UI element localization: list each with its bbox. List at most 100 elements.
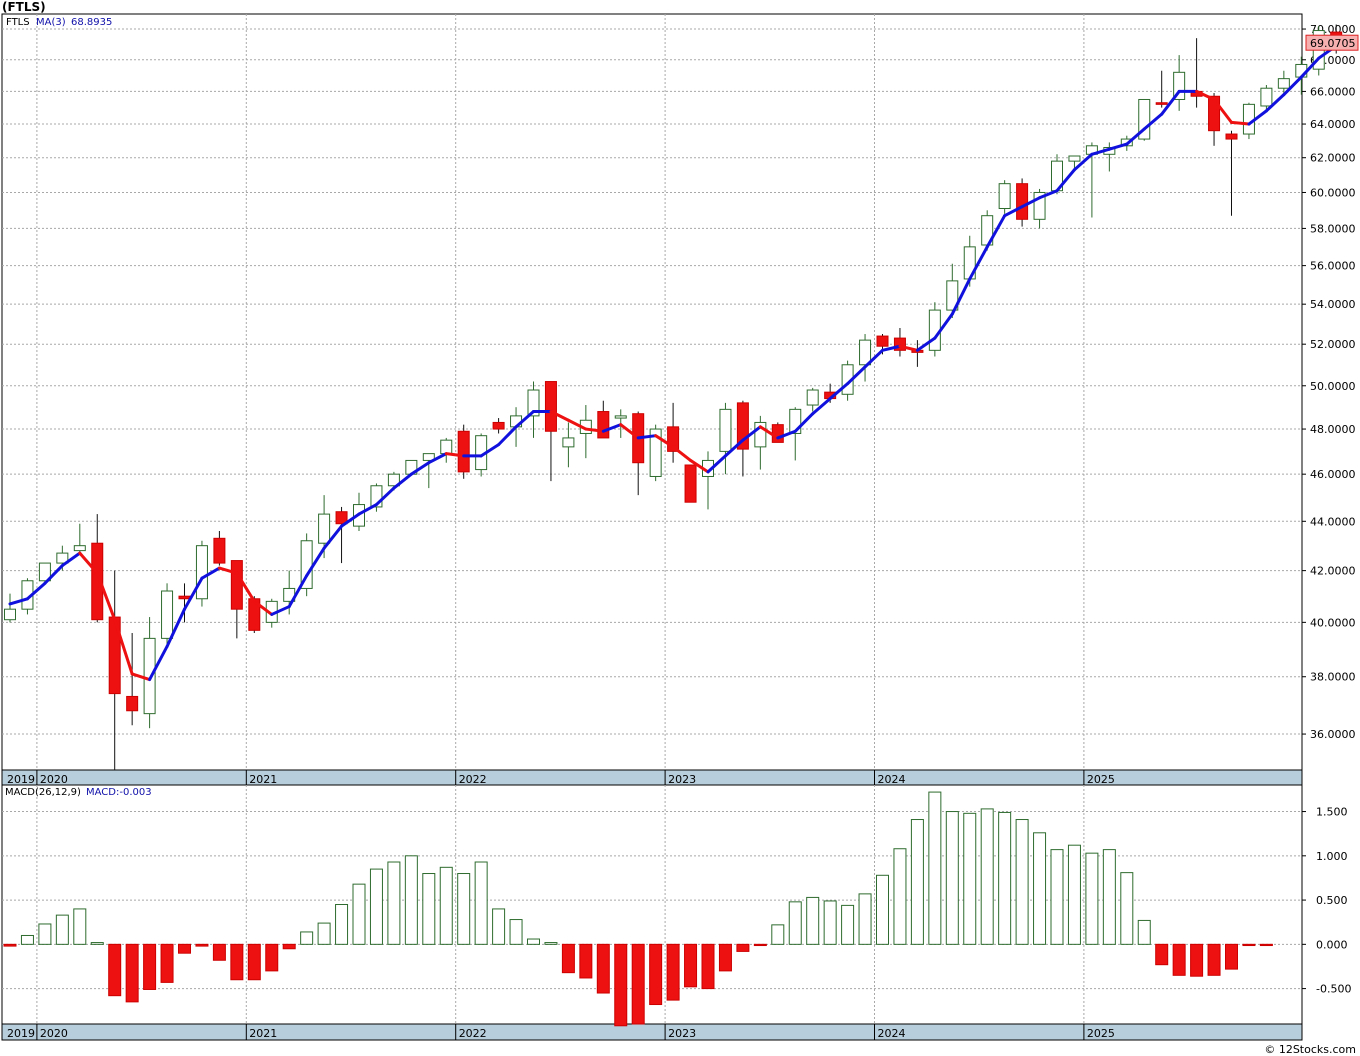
- ma-line-segment: [793, 412, 815, 433]
- macd-bar-positive: [300, 931, 314, 945]
- macd-bar-negative: [1172, 943, 1186, 976]
- macd-bar-positive: [404, 855, 418, 945]
- copyright-footer: © 12Stocks.com: [1264, 1043, 1356, 1056]
- candle-up: [527, 389, 540, 417]
- macd-bar-negative: [1242, 943, 1256, 947]
- candle-down: [213, 537, 226, 564]
- ma-line-segment: [881, 344, 902, 352]
- ma-line-segment: [898, 344, 919, 352]
- macd-bar-positive: [1085, 852, 1099, 945]
- candle-down: [667, 426, 680, 452]
- candle-down: [597, 411, 610, 439]
- macd-bar-negative: [1225, 943, 1238, 970]
- price-x-label: 2019: [7, 773, 35, 786]
- macd-bar-negative: [1190, 943, 1204, 977]
- macd-bar-positive: [1120, 872, 1134, 945]
- macd-bar-negative: [265, 943, 279, 972]
- macd-bar-positive: [910, 819, 924, 945]
- macd-bar-negative: [701, 943, 715, 990]
- macd-legend-name: MACD(26,12,9): [5, 787, 81, 798]
- ma-line-segment: [235, 571, 256, 603]
- candle-up: [38, 562, 51, 582]
- macd-bar-positive: [1015, 819, 1029, 945]
- price-y-label: 64.0000: [1310, 118, 1356, 131]
- macd-bar-negative: [230, 943, 244, 981]
- ma-line-segment: [671, 445, 693, 462]
- ma-line-segment: [758, 425, 780, 440]
- candle-down: [893, 337, 906, 351]
- macd-bar-positive: [90, 942, 104, 945]
- ma-line-segment: [252, 599, 274, 616]
- ma-line-segment: [1299, 56, 1321, 79]
- macd-bar-positive: [1033, 832, 1047, 945]
- price-legend-symbol: FTLS: [6, 17, 30, 28]
- macd-bar-positive: [1137, 919, 1151, 945]
- ma-line-segment: [409, 461, 431, 476]
- macd-bar-positive: [945, 811, 959, 945]
- ma-line-segment: [933, 312, 954, 340]
- ma-line-segment: [217, 566, 239, 575]
- macd-bar-positive: [474, 861, 488, 945]
- price-x-label: 2020: [40, 773, 68, 786]
- price-y-label: 54.0000: [1310, 298, 1356, 311]
- macd-y-label: 0.500: [1316, 894, 1348, 907]
- candle-down: [335, 511, 348, 525]
- macd-bar-negative: [143, 943, 157, 990]
- ma-line-segment: [811, 397, 832, 416]
- candle-down: [457, 430, 470, 473]
- candle-down: [544, 381, 557, 432]
- macd-bar-positive: [387, 861, 401, 945]
- candle-down: [1225, 133, 1238, 140]
- ma-line-segment: [1107, 142, 1129, 151]
- ma-line-segment: [1212, 97, 1233, 124]
- ma-line-segment: [1055, 168, 1076, 193]
- last-price-badge: [1305, 34, 1359, 51]
- macd-bar-positive: [527, 938, 540, 945]
- macd-bar-positive: [893, 848, 907, 945]
- price-y-label: 58.0000: [1310, 222, 1356, 235]
- macd-x-label: 2024: [878, 1027, 906, 1040]
- ma-line-segment: [1160, 89, 1181, 116]
- candle-up: [387, 473, 400, 487]
- ma-line-segment: [113, 618, 134, 676]
- candle-up: [1033, 191, 1046, 220]
- macd-bar-negative: [108, 943, 122, 997]
- candle-up: [73, 545, 86, 552]
- ma-line-segment: [479, 443, 501, 458]
- macd-bar-positive: [963, 812, 977, 945]
- ma-line-segment: [357, 503, 378, 516]
- price-y-label: 50.0000: [1310, 380, 1356, 393]
- ma-line-segment: [654, 434, 675, 449]
- price-y-label: 44.0000: [1310, 515, 1356, 528]
- candle-down: [1208, 95, 1221, 132]
- macd-bar-negative: [684, 943, 698, 988]
- ma-line-segment: [1090, 147, 1111, 156]
- candle-down: [178, 595, 191, 600]
- ma-line-segment: [689, 458, 710, 474]
- macd-bar-negative: [718, 943, 732, 972]
- macd-bar-positive: [998, 811, 1012, 945]
- macd-y-label: 1.000: [1316, 850, 1348, 863]
- ma-line-segment: [148, 644, 169, 682]
- ma-line-segment: [968, 245, 989, 281]
- ma-line-segment: [305, 546, 326, 578]
- candle-down: [1016, 183, 1029, 220]
- ma-line-segment: [1282, 75, 1303, 97]
- ma-line-segment: [322, 524, 344, 550]
- ma-line-segment: [392, 472, 413, 490]
- macd-x-label: 2020: [40, 1027, 68, 1040]
- candle-down: [126, 695, 139, 712]
- ma-line-segment: [741, 425, 762, 442]
- candle-up: [195, 545, 208, 600]
- macd-y-label: -0.500: [1316, 983, 1351, 996]
- ma-line-segment: [1125, 127, 1146, 146]
- macd-bar-negative: [1207, 943, 1221, 976]
- macd-bar-negative: [1155, 943, 1169, 966]
- macd-bar-negative: [561, 943, 575, 974]
- price-y-label: 40.0000: [1310, 616, 1356, 629]
- candle-up: [946, 280, 959, 311]
- macd-bar-negative: [247, 943, 261, 981]
- macd-bar-positive: [544, 942, 558, 945]
- ma-line-segment: [619, 423, 640, 440]
